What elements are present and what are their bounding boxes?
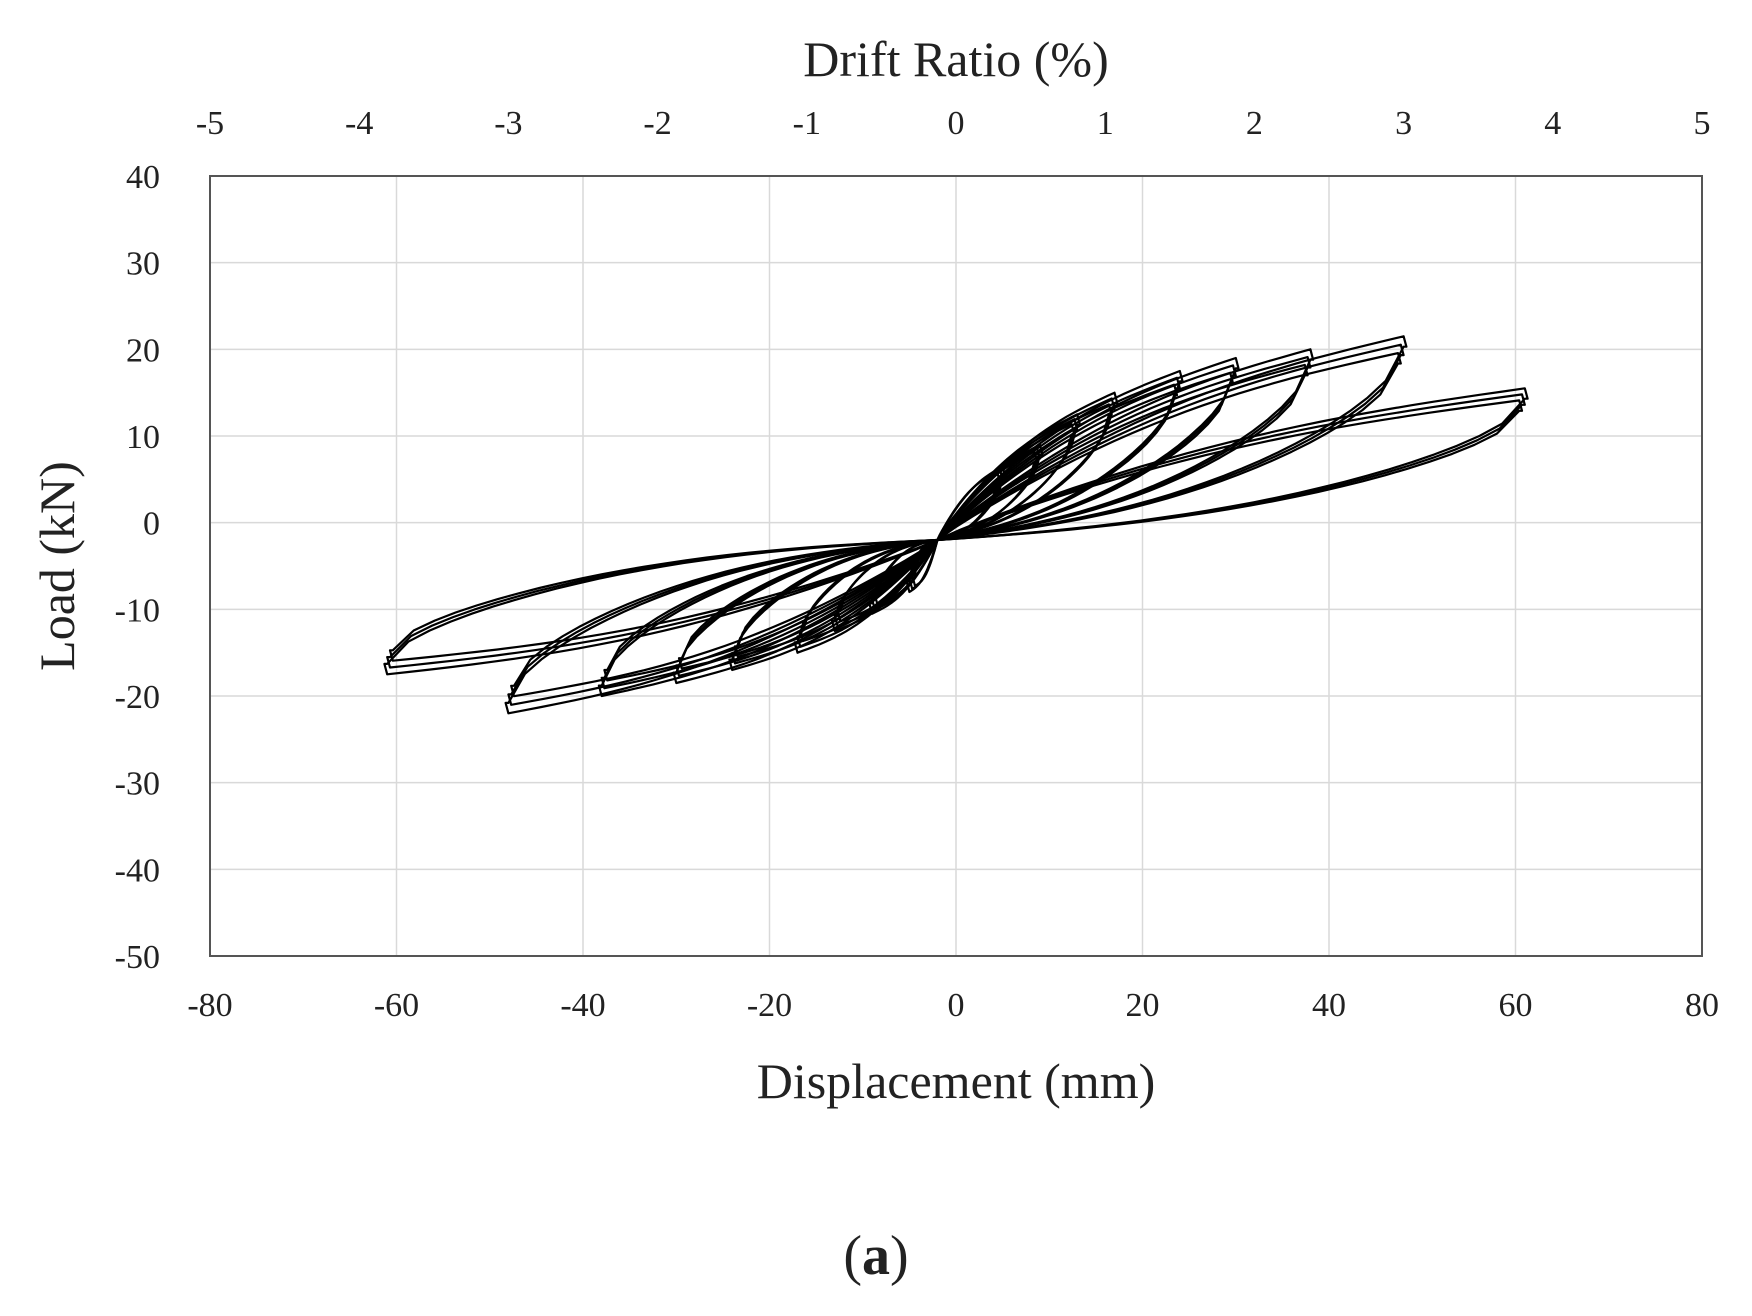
x-tick-label: 0 (948, 987, 965, 1024)
x-tick-label: -60 (374, 987, 419, 1024)
x-tick-label: -40 (560, 987, 605, 1024)
panel-label-letter: a (862, 1225, 890, 1287)
x-tick-label: -20 (747, 987, 792, 1024)
top-tick-label: 5 (1694, 105, 1711, 142)
top-tick-label: 2 (1246, 105, 1263, 142)
y-tick-label: 20 (126, 332, 160, 369)
top-tick-label: 1 (1097, 105, 1114, 142)
x-tick-label: 40 (1312, 987, 1346, 1024)
hysteresis-curves (383, 335, 1529, 715)
y-tick-label: -20 (115, 679, 160, 716)
x-tick-label: 60 (1499, 987, 1533, 1024)
top-tick-label: -1 (793, 105, 821, 142)
panel-label-close-paren: ) (890, 1225, 909, 1287)
gridlines (210, 176, 1702, 956)
y-tick-label: 10 (126, 419, 160, 456)
plot-area-frame (209, 175, 1703, 957)
x-tick-label: 80 (1685, 987, 1719, 1024)
x-tick-label: -80 (187, 987, 232, 1024)
hysteresis-loop-cycle-9 (388, 399, 1524, 662)
y-axis-title: Load (kN) (29, 461, 85, 671)
top-axis-tick-labels: -5 -4 -3 -2 -1 0 1 2 3 4 5 (196, 105, 1711, 142)
y-tick-label: 40 (126, 159, 160, 196)
top-tick-label: 4 (1544, 105, 1561, 142)
y-tick-label: 30 (126, 246, 160, 283)
top-tick-label: -4 (345, 105, 373, 142)
y-tick-label: -10 (115, 592, 160, 629)
top-tick-label: 3 (1395, 105, 1412, 142)
x2-axis-title: Drift Ratio (%) (803, 31, 1108, 87)
x-axis-tick-labels: -80 -60 -40 -20 0 20 40 60 80 (187, 987, 1719, 1024)
panel-label-open-paren: ( (843, 1225, 862, 1287)
x-axis-title: Displacement (mm) (757, 1053, 1156, 1109)
top-tick-label: -5 (196, 105, 224, 142)
top-tick-label: 0 (948, 105, 965, 142)
y-tick-label: 0 (143, 506, 160, 543)
panel-label: (a) (843, 1225, 908, 1287)
y-tick-label: -30 (115, 766, 160, 803)
y-tick-label: -40 (115, 852, 160, 889)
top-tick-label: -3 (494, 105, 522, 142)
y-axis-tick-labels: 40 30 20 10 0 -10 -20 -30 -40 -50 (115, 159, 160, 976)
top-tick-label: -2 (643, 105, 671, 142)
y-tick-label: -50 (115, 939, 160, 976)
x-tick-label: 20 (1126, 987, 1160, 1024)
